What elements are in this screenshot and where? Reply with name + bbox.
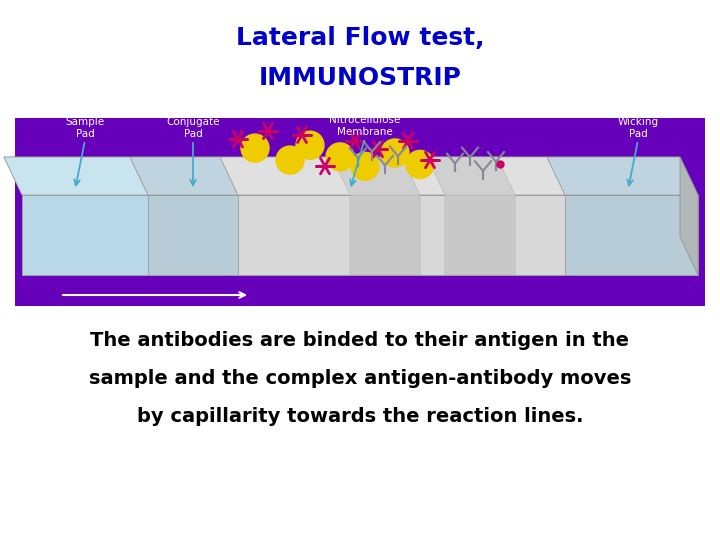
Circle shape [241,134,269,162]
Circle shape [276,146,304,174]
Polygon shape [238,195,565,275]
Polygon shape [547,157,698,195]
Circle shape [406,150,434,178]
Text: sample and the complex antigen-antibody moves: sample and the complex antigen-antibody … [89,368,631,388]
Polygon shape [332,157,420,195]
Polygon shape [148,195,238,275]
Polygon shape [4,157,698,195]
Circle shape [296,131,324,159]
Polygon shape [4,157,148,195]
Polygon shape [565,195,698,275]
Text: by capillarity towards the reaction lines.: by capillarity towards the reaction line… [137,407,583,426]
Polygon shape [22,195,148,275]
Text: Wicking
Pad: Wicking Pad [618,117,659,139]
Polygon shape [350,195,420,275]
Polygon shape [130,157,238,195]
Circle shape [381,139,409,167]
Circle shape [351,152,379,180]
Polygon shape [427,157,515,195]
Text: Nitrocellulose
Membrane: Nitrocellulose Membrane [329,115,401,137]
Text: IMMUNOSTRIP: IMMUNOSTRIP [258,66,462,90]
Circle shape [326,143,354,171]
Text: Conjugate
Pad: Conjugate Pad [166,117,220,139]
Text: Lateral Flow test,: Lateral Flow test, [235,26,485,50]
FancyBboxPatch shape [15,118,705,306]
Polygon shape [445,195,515,275]
Polygon shape [680,157,698,275]
Polygon shape [22,195,698,275]
Polygon shape [220,157,565,195]
Text: The antibodies are binded to their antigen in the: The antibodies are binded to their antig… [91,330,629,349]
Text: Sample
Pad: Sample Pad [66,117,104,139]
